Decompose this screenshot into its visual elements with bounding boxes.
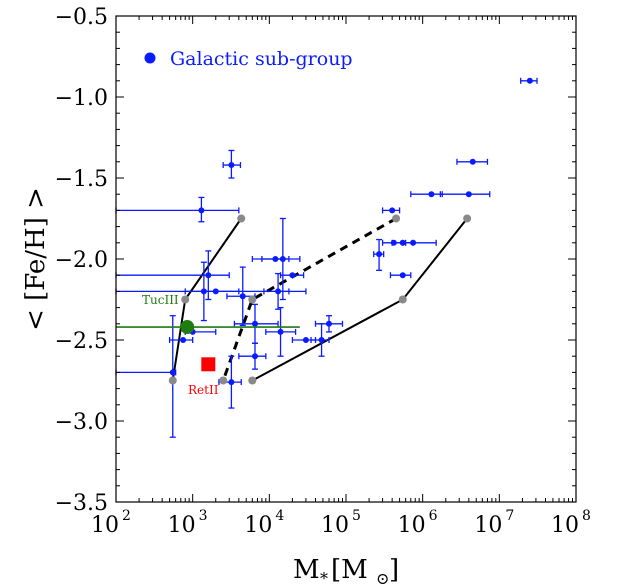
data-point-group [281,272,304,278]
tucIII-label: TucIII [142,293,179,307]
y-tick-label: −3.0 [55,410,108,435]
y-tick-label: −2.5 [55,329,108,354]
x-tick-label: 10 7 [474,508,514,538]
data-point [278,329,284,335]
model-node [248,377,256,385]
data-point [180,337,186,343]
retII-group: RetII [188,357,219,397]
data-point [198,207,204,213]
data-point [400,272,406,278]
model-node [219,377,227,385]
data-point [289,272,295,278]
x-tick-label: 10 3 [168,508,208,538]
model-node [181,296,189,304]
plot-area: TucIII RetII [116,78,537,437]
data-point-group [390,272,410,278]
data-point [228,379,234,385]
x-tick-label-base: 10 [168,513,196,538]
data-point [228,162,234,168]
x-tick-label-base: 10 [91,513,119,538]
data-point [272,256,278,262]
data-point-group [457,159,488,165]
data-point-group [403,240,436,246]
data-point [466,191,472,197]
x-tick-label-base: 10 [244,513,272,538]
x-tick-label-base: 10 [474,513,502,538]
x-tick-label: 10 8 [551,508,591,538]
x-tick-label-exp: 8 [582,508,591,524]
y-tick-label: −1.0 [55,86,108,111]
data-point [410,240,416,246]
data-point [252,321,258,327]
data-point [428,191,434,197]
x-tick-label-exp: 7 [505,508,514,524]
data-point-group [521,78,537,84]
y-tick-label: −2.0 [55,248,108,273]
data-point-group [411,191,442,197]
x-tick-label-exp: 5 [352,508,361,524]
retII-label: RetII [188,383,219,397]
data-point-group [234,304,278,343]
x-axis-label-bracket: [M [331,555,368,585]
data-point-group [264,274,289,310]
data-point-group [311,324,329,356]
data-point [170,369,176,375]
data-point-group [223,150,240,178]
data-point-group [116,316,176,438]
legend: Galactic sub-group [145,48,353,70]
model-node [392,215,400,223]
x-axis-label-sun: ⊙ [376,569,389,587]
model-node [399,296,407,304]
x-tick-label-base: 10 [551,513,579,538]
data-point-group [266,308,296,357]
x-axis-label-sub: * [320,569,328,587]
tucIII-point [180,320,194,334]
data-point [527,78,533,84]
x-tick-label-base: 10 [321,513,349,538]
data-point [303,337,309,343]
x-tick-label-exp: 2 [122,508,131,524]
x-axis-label: M * [M ⊙ ] [293,555,399,587]
y-tick-label: −1.5 [55,167,108,192]
data-point-group [239,343,266,369]
x-tick-label-exp: 3 [199,508,208,524]
x-tick-label: 10 5 [321,508,361,538]
data-point [275,288,281,294]
model-node [248,296,256,304]
data-point [240,293,246,299]
model-node [169,377,177,385]
y-tick-label: −0.5 [55,5,108,30]
data-point [252,353,258,359]
x-tick-label-base: 10 [398,513,426,538]
y-tick-label: −3.5 [55,491,108,516]
data-point [376,251,382,257]
data-point [213,288,219,294]
data-point [319,337,325,343]
y-axis-label: < [Fe/H] > [21,187,51,331]
legend-marker [145,53,156,64]
x-tick-label-exp: 6 [429,508,438,524]
x-axis-label-main: M [293,555,320,585]
data-point-group [383,207,400,213]
data-point-group [116,197,239,221]
data-point [205,272,211,278]
axes-frame [116,16,576,502]
axis-ticks: 10 2 10 3 10 4 10 5 10 6 10 7 10 8−0.5−1.0−1.5−2.0−2.… [55,5,591,538]
x-axis-label-close: ] [389,555,399,585]
x-tick-label: 10 6 [398,508,438,538]
data-point [470,159,476,165]
model-node [463,215,471,223]
retII-point [201,357,215,371]
model-node [237,215,245,223]
data-point [326,321,332,327]
x-tick-label: 10 4 [244,508,284,538]
data-point-group [440,191,489,197]
x-tick-label-exp: 4 [275,508,284,524]
legend-label: Galactic sub-group [170,48,353,70]
data-point [389,207,395,213]
